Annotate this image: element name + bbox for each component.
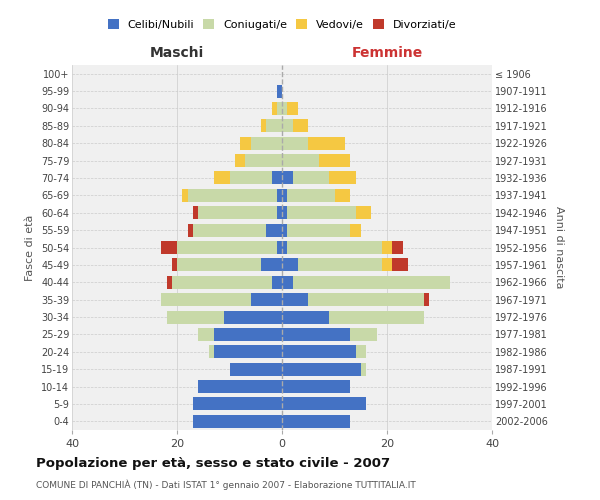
Bar <box>167 310 224 324</box>
Bar <box>277 206 282 220</box>
Bar <box>293 172 329 184</box>
Bar <box>271 276 282 289</box>
Bar <box>382 241 392 254</box>
Bar <box>282 276 293 289</box>
Bar <box>282 206 287 220</box>
Bar <box>293 276 450 289</box>
Bar <box>355 346 366 358</box>
Bar <box>193 224 266 236</box>
Bar <box>251 293 282 306</box>
Bar <box>251 136 282 149</box>
Text: Maschi: Maschi <box>150 46 204 60</box>
Bar <box>161 241 177 254</box>
Bar <box>177 241 277 254</box>
Bar <box>261 120 266 132</box>
Text: Femmine: Femmine <box>352 46 422 60</box>
Bar <box>350 224 361 236</box>
Bar <box>329 310 424 324</box>
Bar <box>287 189 335 202</box>
Bar <box>182 189 187 202</box>
Bar <box>177 258 261 272</box>
Bar <box>167 276 172 289</box>
Bar <box>424 293 429 306</box>
Text: Popolazione per età, sesso e stato civile - 2007: Popolazione per età, sesso e stato civil… <box>36 458 390 470</box>
Bar <box>282 362 361 376</box>
Bar <box>282 293 308 306</box>
Bar <box>209 346 214 358</box>
Bar <box>382 258 392 272</box>
Bar <box>229 362 282 376</box>
Bar <box>298 258 382 272</box>
Y-axis label: Fasce di età: Fasce di età <box>25 214 35 280</box>
Bar <box>282 346 355 358</box>
Bar <box>293 120 308 132</box>
Bar <box>282 189 287 202</box>
Bar <box>355 206 371 220</box>
Bar <box>161 293 251 306</box>
Bar <box>282 258 298 272</box>
Bar <box>271 172 282 184</box>
Bar <box>193 206 198 220</box>
Bar <box>277 189 282 202</box>
Bar <box>214 328 282 341</box>
Bar <box>172 258 177 272</box>
Bar <box>287 206 355 220</box>
Bar <box>282 102 287 115</box>
Bar <box>287 224 350 236</box>
Bar <box>392 241 403 254</box>
Bar <box>329 172 355 184</box>
Bar <box>277 241 282 254</box>
Bar <box>282 398 366 410</box>
Bar <box>282 154 319 167</box>
Bar <box>198 380 282 393</box>
Y-axis label: Anni di nascita: Anni di nascita <box>554 206 565 289</box>
Bar <box>235 154 245 167</box>
Bar <box>277 84 282 98</box>
Legend: Celibi/Nubili, Coniugati/e, Vedovi/e, Divorziati/e: Celibi/Nubili, Coniugati/e, Vedovi/e, Di… <box>107 20 457 30</box>
Bar <box>282 172 293 184</box>
Bar <box>287 102 298 115</box>
Bar <box>335 189 350 202</box>
Bar <box>282 136 308 149</box>
Bar <box>282 415 350 428</box>
Bar <box>319 154 350 167</box>
Bar <box>282 241 287 254</box>
Bar <box>266 224 282 236</box>
Bar <box>271 102 277 115</box>
Bar <box>287 241 382 254</box>
Bar <box>187 189 277 202</box>
Bar <box>282 380 350 393</box>
Bar <box>198 328 214 341</box>
Bar <box>240 136 251 149</box>
Bar <box>282 224 287 236</box>
Bar <box>214 172 229 184</box>
Bar <box>350 328 377 341</box>
Bar <box>187 224 193 236</box>
Bar <box>193 398 282 410</box>
Bar <box>245 154 282 167</box>
Bar <box>266 120 282 132</box>
Bar <box>282 328 350 341</box>
Bar <box>224 310 282 324</box>
Bar <box>361 362 366 376</box>
Bar <box>214 346 282 358</box>
Bar <box>277 102 282 115</box>
Bar <box>308 136 345 149</box>
Bar <box>392 258 408 272</box>
Bar <box>282 120 293 132</box>
Bar <box>229 172 271 184</box>
Bar <box>282 310 329 324</box>
Bar <box>198 206 277 220</box>
Bar <box>261 258 282 272</box>
Bar <box>193 415 282 428</box>
Text: COMUNE DI PANCHIÀ (TN) - Dati ISTAT 1° gennaio 2007 - Elaborazione TUTTITALIA.IT: COMUNE DI PANCHIÀ (TN) - Dati ISTAT 1° g… <box>36 479 416 490</box>
Bar <box>172 276 271 289</box>
Bar <box>308 293 424 306</box>
